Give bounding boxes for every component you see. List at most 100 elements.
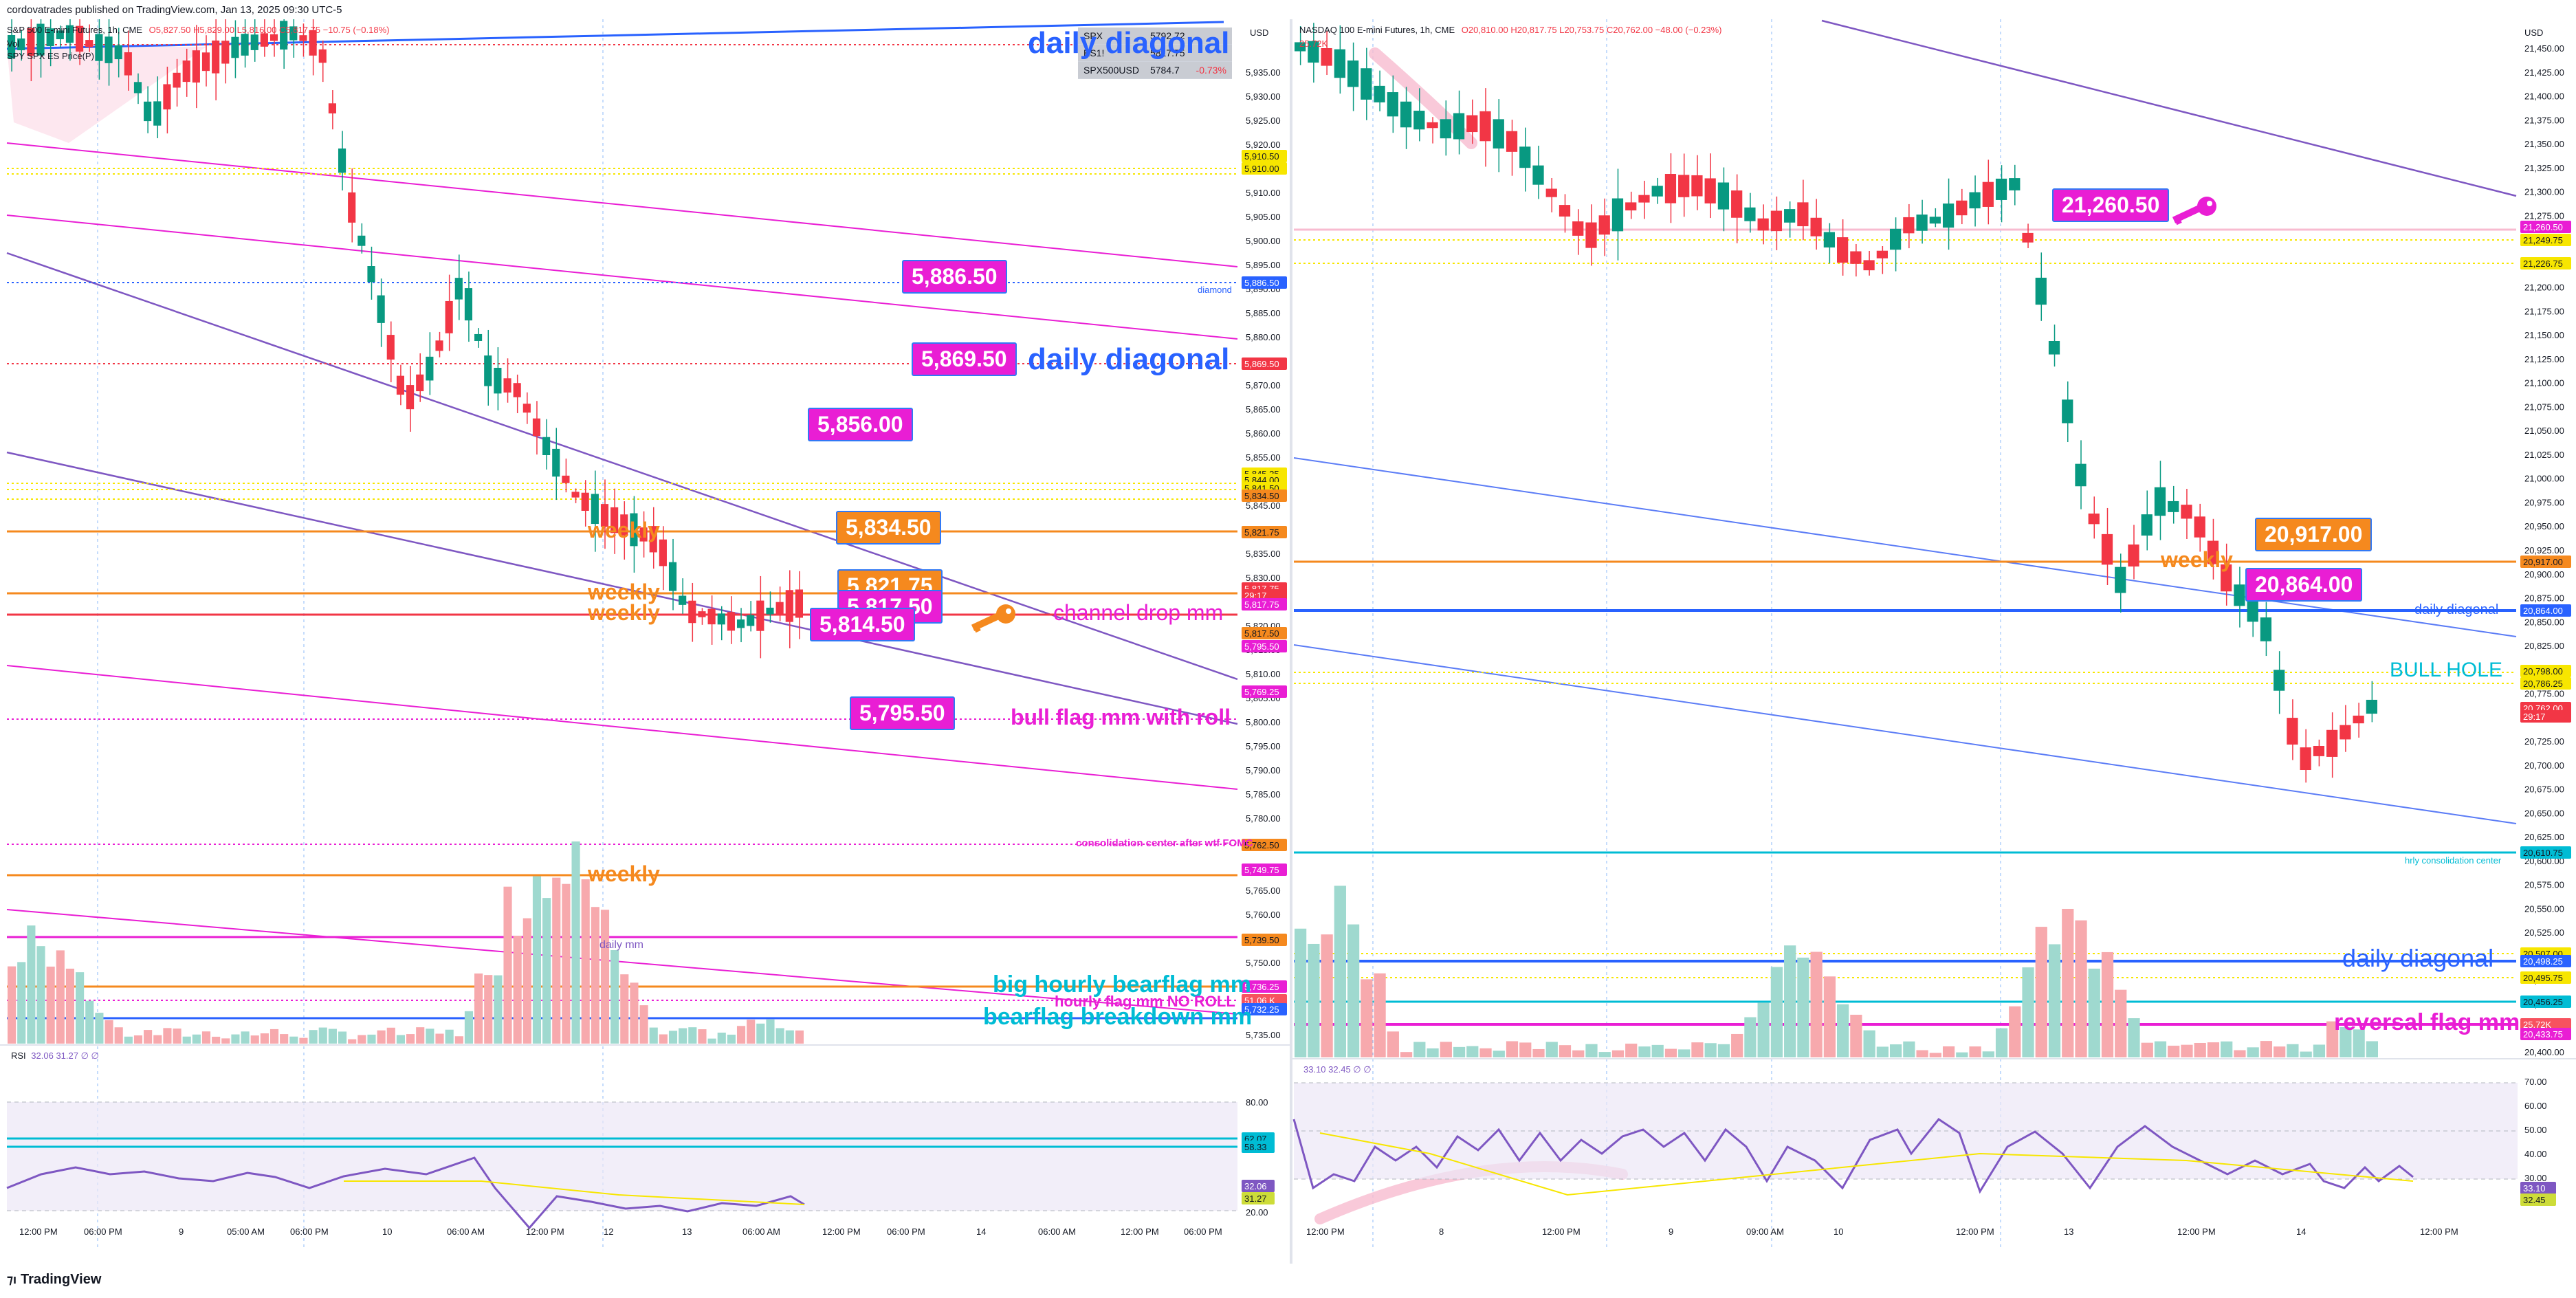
price-tick-label: 21,075.00 — [2524, 402, 2564, 412]
panel-divider[interactable] — [1290, 19, 1292, 1264]
volume-bar — [2022, 967, 2034, 1057]
volume-bar — [1308, 943, 1320, 1057]
nq-candlesticks — [1295, 23, 2377, 783]
volume-bar — [707, 1038, 716, 1044]
candle-body — [2340, 725, 2351, 740]
candle-body — [707, 608, 716, 625]
volume-bar — [1850, 1014, 1862, 1057]
candle-body — [2353, 715, 2364, 724]
time-tick-label: 13 — [2064, 1226, 2073, 1237]
ticker-price: 5792.72 — [1144, 28, 1191, 45]
es-indicator-vol[interactable]: Vol — [7, 38, 20, 49]
volume-bar — [571, 841, 580, 1044]
candle-body — [1506, 131, 1518, 152]
ticker-row[interactable]: SPX 5792.72 — [1078, 28, 1232, 45]
volume-bar — [104, 1020, 113, 1044]
candle-body — [104, 36, 113, 63]
candle-body — [1440, 119, 1451, 139]
volume-bar — [679, 1028, 687, 1044]
volume-bar — [1598, 1052, 1611, 1057]
price-callout: 20,864.00 — [2245, 568, 2363, 602]
candle-body — [1863, 260, 1875, 271]
candle-body — [231, 36, 239, 58]
volume-bar — [289, 1036, 298, 1044]
price-tag-text: 29:17 — [2523, 712, 2546, 722]
price-tag-text: 21,260.50 — [2523, 222, 2563, 232]
price-tick-label: 20,875.00 — [2524, 593, 2564, 604]
candle-body — [85, 40, 93, 47]
candle-body — [2101, 534, 2113, 565]
volume-bar — [600, 910, 610, 1044]
price-tick-label: 5,885.00 — [1246, 308, 1281, 318]
price-tick-label: 20,625.00 — [2524, 832, 2564, 842]
nq-price-tags: 21,260.50 21,249.75 21,226.75 20,917.00 20,8… — [2520, 221, 2571, 1040]
nq-price-scale: 21,450.00 21,425.00 21,400.00 21,375.00 21,3… — [2524, 43, 2564, 1057]
volume-bar — [65, 968, 75, 1044]
hourly-flag-label: hourly flag mm NO ROLL — [1055, 993, 1235, 1010]
nq-chart-panel[interactable]: 21,450.00 21,425.00 21,400.00 21,375.00 21,3… — [1292, 19, 2576, 1264]
price-tag-bg — [2520, 955, 2571, 967]
price-tag-text: 20,495.75 — [2523, 973, 2563, 983]
volume-bar — [124, 1036, 133, 1044]
volume-bar — [231, 1034, 240, 1044]
price-tag-bg — [1242, 640, 1287, 652]
candle-body — [2128, 544, 2139, 566]
nq-daily-diagonal-big-label: daily diagonal — [2342, 944, 2494, 972]
price-tick-label: 5,835.00 — [1246, 549, 1281, 559]
volume-bar — [435, 1033, 444, 1044]
volume-bar — [1625, 1044, 1638, 1057]
channel-drop-label: channel drop mm — [1053, 600, 1224, 625]
candle-body — [1757, 218, 1769, 231]
volume-bar — [1427, 1048, 1439, 1057]
candle-body — [1493, 119, 1504, 148]
time-tick-label: 12:00 PM — [1121, 1226, 1159, 1237]
price-tick-label: 5,920.00 — [1246, 140, 1281, 150]
price-tag-text: 33.10 — [2523, 1183, 2546, 1194]
nq-symbol-title: NASDAQ 100 E-mini Futures, 1h, CME — [1299, 25, 1455, 35]
daily-mm-label: daily mm — [599, 939, 644, 951]
rsi-tick-label: 30.00 — [2524, 1173, 2547, 1183]
candle-body — [1321, 47, 1332, 66]
es-currency[interactable]: USD — [1250, 28, 1269, 38]
candle-body — [182, 60, 190, 82]
candle-body — [76, 25, 84, 52]
price-tag-bg — [2520, 665, 2571, 677]
price-tick-label: 5,895.00 — [1246, 260, 1281, 270]
price-tag-bg — [1242, 162, 1287, 175]
es-chart-panel[interactable]: 5,935.005,930.005,925.005,920.005,915.00… — [0, 1, 1290, 1264]
nq-currency[interactable]: USD — [2524, 28, 2544, 38]
price-tag-bg — [2520, 1194, 2556, 1206]
time-tick-label: 9 — [179, 1226, 184, 1237]
candle-body — [2247, 599, 2258, 622]
candle-body — [36, 23, 45, 56]
candle-body — [201, 52, 210, 72]
candle-body — [756, 600, 764, 631]
es-rsi-values: 32.06 31.27 ∅ ∅ — [31, 1050, 99, 1061]
price-tick-label: 5,765.00 — [1246, 886, 1281, 896]
volume-bar — [144, 1030, 153, 1044]
price-tag-bg — [2520, 604, 2571, 617]
volume-bar — [532, 876, 542, 1044]
es-chart-canvas[interactable]: 5,935.005,930.005,925.005,920.005,915.00… — [0, 1, 1290, 1264]
candle-body — [2154, 487, 2166, 516]
ticker-row[interactable]: SPX500USD 5784.7 -0.73% — [1078, 61, 1232, 79]
time-tick-label: 05:00 AM — [227, 1226, 265, 1237]
price-tag-bg — [2520, 556, 2571, 568]
tradingview-footer[interactable]: ⁊ı TradingView — [7, 1272, 101, 1288]
price-tag-text: 5,795.50 — [1244, 641, 1279, 652]
ticker-row[interactable]: ES1! 5817.75 — [1078, 44, 1232, 62]
candle-body — [56, 30, 64, 40]
price-tag-bg — [2520, 1182, 2556, 1194]
es-indicator-spy[interactable]: SPY SPX ES Price(P) — [7, 51, 94, 61]
volume-bar — [348, 1039, 357, 1044]
price-tick-label: 5,855.00 — [1246, 452, 1281, 463]
candle-body — [114, 45, 122, 60]
price-tick-label: 5,735.00 — [1246, 1030, 1281, 1040]
candle-body — [348, 192, 356, 223]
es-symbol-title: S&P 500 E-mini Futures, 1h, CME — [7, 25, 143, 35]
ticker-price: 5817.75 — [1144, 44, 1191, 62]
nq-chart-canvas[interactable]: 21,450.00 21,425.00 21,400.00 21,375.00 21,3… — [1292, 19, 2576, 1264]
candle-body — [1585, 222, 1597, 248]
volume-bar — [153, 1035, 162, 1044]
